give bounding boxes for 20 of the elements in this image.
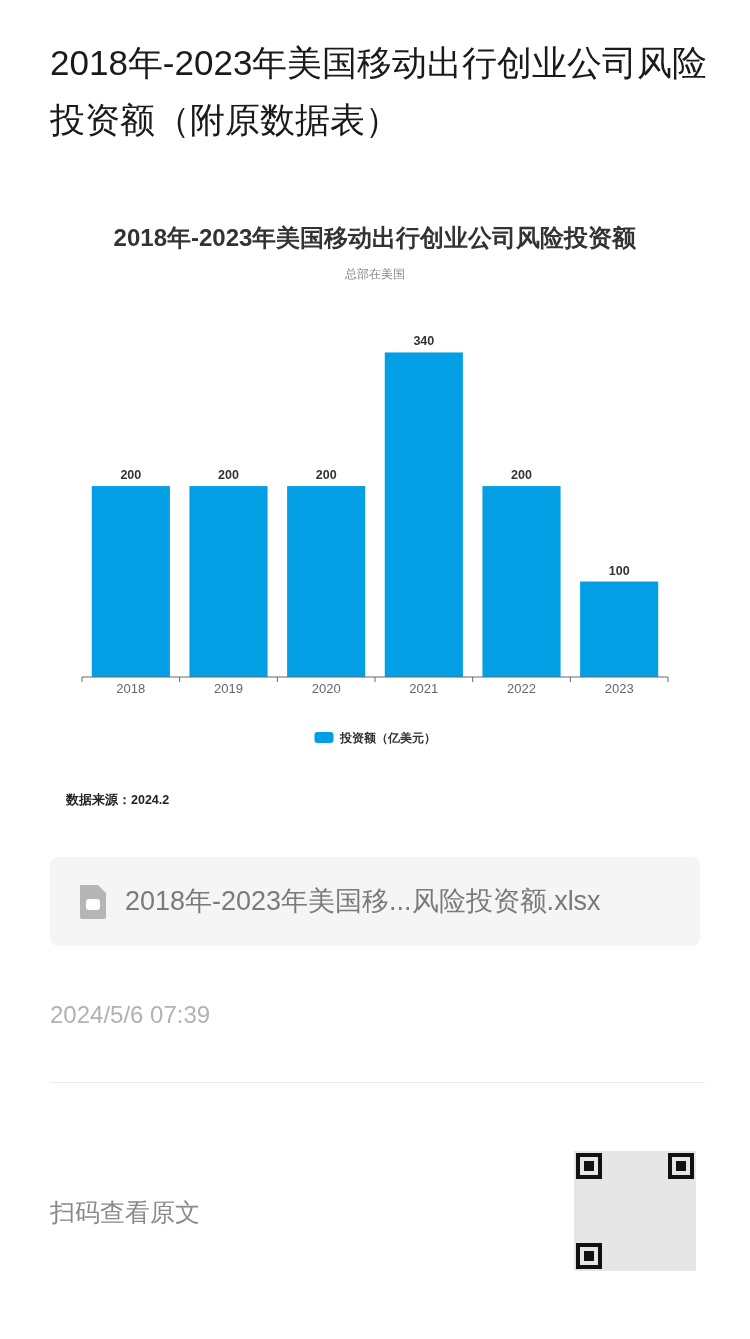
x-tick-label: 2022: [507, 681, 536, 696]
source-note: 数据来源：2024.2: [65, 793, 170, 807]
data-label: 200: [315, 468, 337, 483]
x-tick-label: 2021: [409, 681, 439, 696]
text: 2018年-2023年美国移...风险投资额.xlsx: [125, 885, 601, 918]
chart-title: 2018年-2023年美国移动出行创业公司风险投资额: [113, 224, 638, 251]
x-tick-label: 2023: [604, 681, 634, 696]
data-label: 200: [120, 468, 142, 483]
data-label: 100: [608, 563, 630, 578]
data-label: 340: [413, 334, 435, 349]
text: 2018年-2023年美国移动出行创业公司风险投资额（附原数据表）: [50, 42, 709, 141]
x-tick-label: 2019: [214, 681, 243, 696]
text: 2024/5/6 07:39: [50, 1000, 211, 1030]
legend-label: 投资额（亿美元）: [338, 731, 436, 745]
data-label: 200: [511, 468, 532, 483]
x-tick-label: 2018: [116, 681, 146, 696]
text: 扫码查看原文: [50, 1197, 200, 1228]
chart-subtitle: 总部在美国: [344, 267, 405, 281]
x-tick-label: 2020: [311, 681, 341, 696]
data-label: 200: [218, 468, 239, 483]
